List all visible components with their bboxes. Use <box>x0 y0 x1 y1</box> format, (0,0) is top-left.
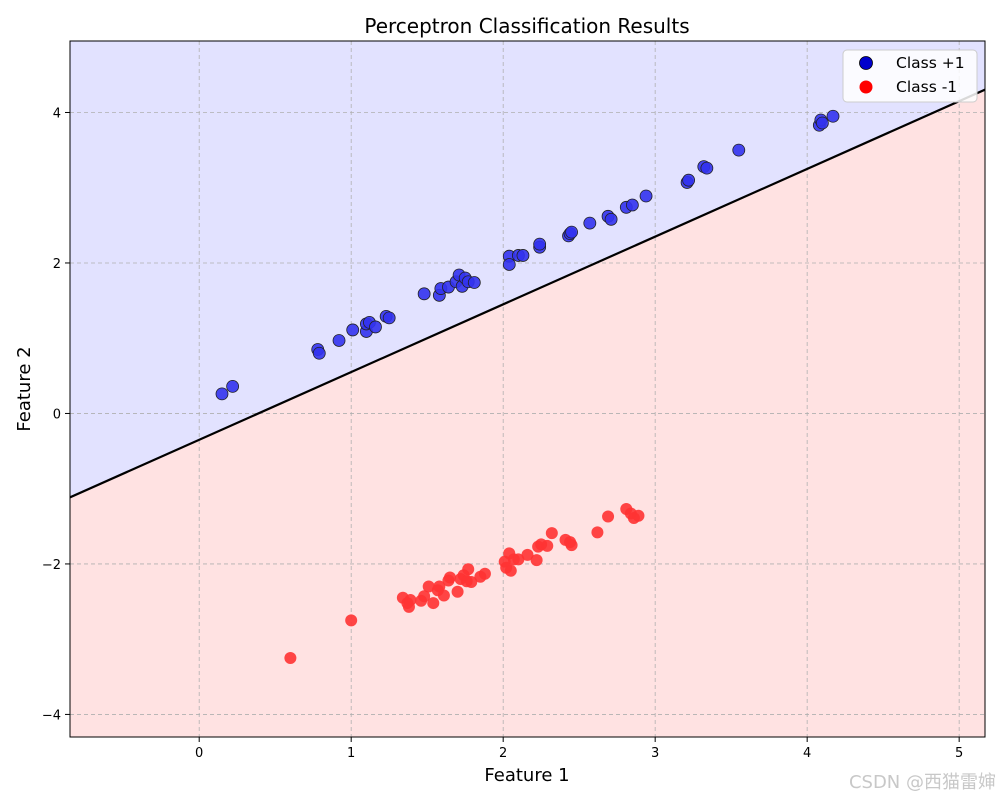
legend-label-class-minus-1: Class -1 <box>896 78 957 96</box>
point-class-plus-1 <box>516 249 530 262</box>
point-class-plus-1 <box>625 198 639 212</box>
x-tick-label: 3 <box>651 746 659 761</box>
point-class-minus-1 <box>512 553 525 566</box>
point-class-minus-1 <box>521 548 534 561</box>
point-class-minus-1 <box>345 614 358 627</box>
point-class-minus-1 <box>478 567 491 580</box>
legend-marker-class-minus-1 <box>859 80 873 94</box>
point-class-plus-1 <box>502 258 516 271</box>
legend-label-class-plus-1: Class +1 <box>896 54 965 72</box>
x-tick-label: 2 <box>499 746 507 761</box>
point-class-plus-1 <box>604 212 618 226</box>
x-tick-label: 0 <box>195 746 203 761</box>
point-class-minus-1 <box>565 539 578 552</box>
point-class-plus-1 <box>312 346 326 360</box>
point-class-plus-1 <box>732 143 746 157</box>
x-axis-label: Feature 1 <box>484 765 569 786</box>
point-class-minus-1 <box>443 571 456 584</box>
point-class-plus-1 <box>682 173 696 187</box>
point-class-plus-1 <box>382 311 396 325</box>
point-class-minus-1 <box>465 575 478 588</box>
y-tick-label: 4 <box>53 106 61 121</box>
point-class-plus-1 <box>565 225 578 239</box>
decision-boundary-line <box>70 88 985 499</box>
y-tick-label: −4 <box>42 708 61 723</box>
point-class-plus-1 <box>533 237 547 251</box>
y-axis-label: Feature 2 <box>14 346 35 431</box>
x-tick-label: 1 <box>347 746 355 761</box>
legend-marker-class-plus-1 <box>859 56 873 70</box>
x-tick-label: 5 <box>955 746 963 761</box>
point-class-minus-1 <box>284 651 297 664</box>
chart-title: Perceptron Classification Results <box>364 14 689 38</box>
point-class-minus-1 <box>462 563 475 576</box>
point-class-minus-1 <box>602 510 615 523</box>
point-class-plus-1 <box>583 216 597 230</box>
grid <box>70 41 985 737</box>
y-tick-label: 0 <box>53 407 61 422</box>
point-class-minus-1 <box>541 539 554 552</box>
point-class-minus-1 <box>437 589 450 602</box>
point-class-plus-1 <box>639 189 653 203</box>
point-class-plus-1 <box>700 161 714 175</box>
point-class-plus-1 <box>226 379 240 393</box>
y-tick-label: −2 <box>42 558 61 573</box>
point-class-minus-1 <box>632 509 645 522</box>
y-tick-label: 2 <box>53 257 61 272</box>
point-class-plus-1 <box>826 109 840 123</box>
point-class-minus-1 <box>418 590 431 603</box>
point-class-plus-1 <box>332 334 346 347</box>
legend: Class +1 Class -1 <box>842 49 978 103</box>
point-class-plus-1 <box>815 116 829 130</box>
point-class-plus-1 <box>369 320 382 334</box>
point-class-plus-1 <box>346 323 360 337</box>
decision-boundary <box>70 88 985 499</box>
point-class-plus-1 <box>467 276 481 289</box>
region-class-plus-1 <box>70 41 985 498</box>
point-class-plus-1 <box>215 387 229 401</box>
x-tick-label: 4 <box>803 746 811 761</box>
point-class-minus-1 <box>545 527 558 540</box>
point-class-minus-1 <box>404 594 417 607</box>
x-axis-ticks: 0 1 2 3 4 5 <box>195 737 963 761</box>
plot-frame <box>69 40 986 738</box>
point-class-minus-1 <box>422 580 435 593</box>
y-axis-ticks: −4 −2 0 2 4 <box>42 106 70 723</box>
data-points <box>215 109 840 664</box>
decision-regions <box>70 41 985 737</box>
point-class-minus-1 <box>504 564 517 577</box>
point-class-minus-1 <box>591 526 604 539</box>
point-class-minus-1 <box>530 554 543 567</box>
point-class-plus-1 <box>417 287 431 301</box>
point-class-minus-1 <box>433 580 446 593</box>
watermark: CSDN @西猫雷婶 <box>848 772 996 793</box>
point-class-minus-1 <box>451 585 464 598</box>
legend-box <box>842 49 978 103</box>
point-class-minus-1 <box>427 597 440 610</box>
